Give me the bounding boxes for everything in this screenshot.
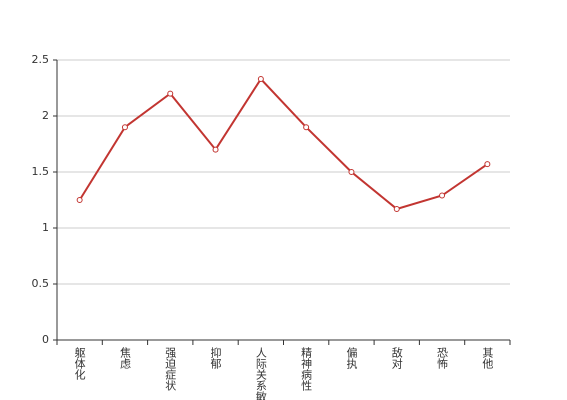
y-tick-label: 0.5 [32, 277, 50, 290]
x-tick-label: 强迫症状 [164, 347, 177, 391]
point [303, 124, 310, 131]
x-tick-label: 恐怖 [436, 347, 449, 369]
point [212, 146, 219, 153]
y-tick-label: 2 [42, 109, 49, 122]
x-tick-label: 抑郁 [209, 346, 222, 369]
y-tick-label: 0 [42, 333, 49, 346]
point [167, 90, 174, 97]
point [257, 76, 264, 83]
x-tick-label: 偏执 [345, 346, 358, 370]
y-tick-label: 1.5 [32, 165, 50, 178]
point [348, 169, 355, 175]
point [76, 197, 83, 203]
point [484, 161, 491, 168]
x-tick-label: 精神病性 [300, 347, 313, 392]
y-tick-label: 1 [42, 221, 49, 234]
y-tick-label: 2.5 [32, 53, 50, 66]
point [121, 124, 128, 131]
point [439, 192, 446, 199]
x-tick-label: 其他 [481, 347, 494, 369]
x-tick-label: 焦虑 [118, 347, 131, 369]
x-tick-label: 人际关系敏感 [254, 347, 267, 400]
point [393, 205, 400, 212]
x-tick-label: 躯体化 [73, 347, 86, 381]
line [78, 77, 488, 211]
x-tick-label: 敌对 [390, 346, 403, 369]
